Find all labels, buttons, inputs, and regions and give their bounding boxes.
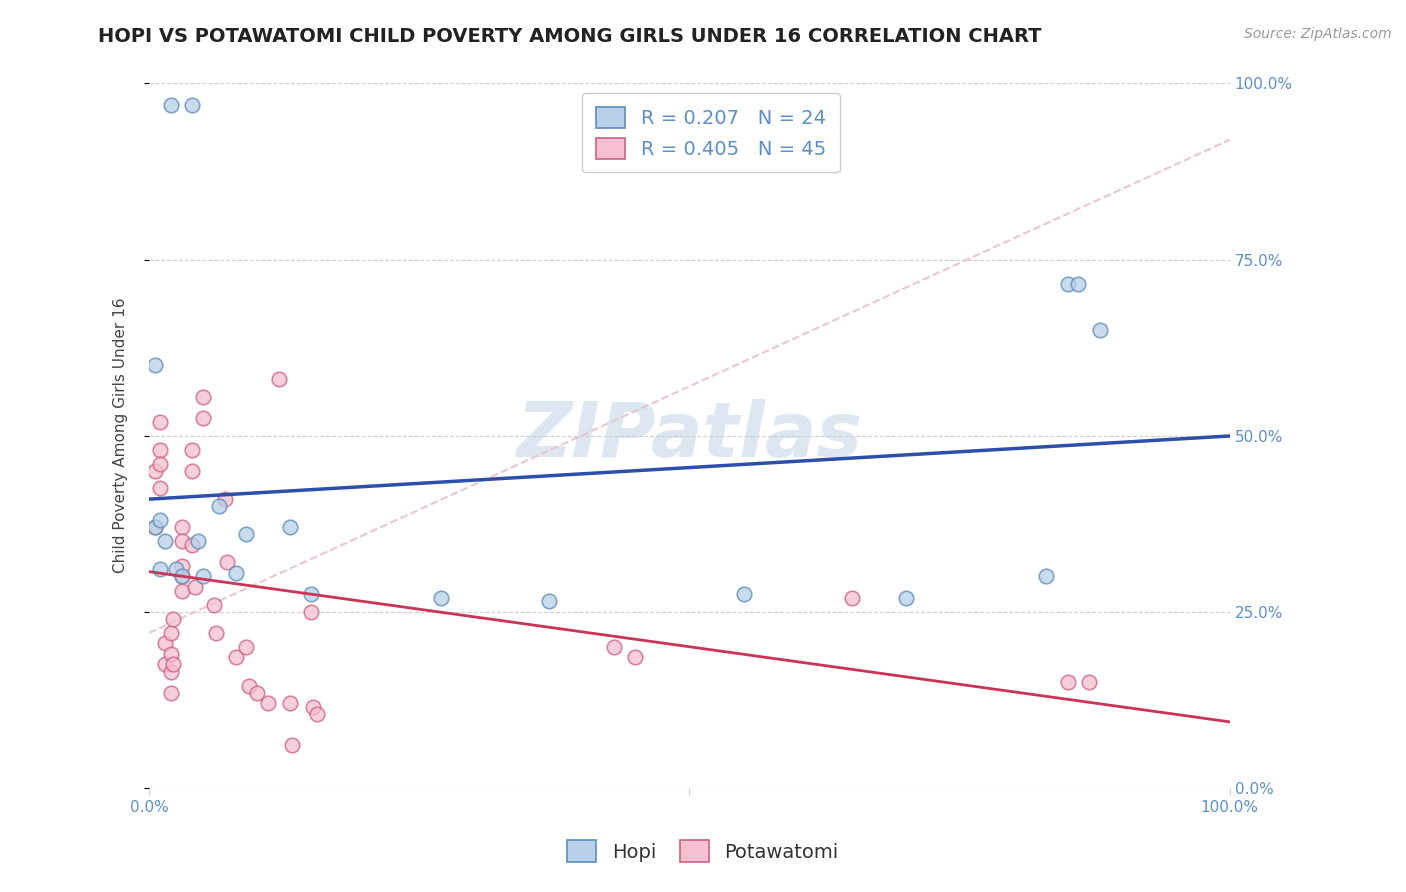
Point: [149, 442, 172, 457]
Point: [193, 569, 215, 583]
Point: [149, 415, 172, 429]
Point: [181, 538, 204, 552]
Y-axis label: Child Poverty Among Girls Under 16: Child Poverty Among Girls Under 16: [114, 298, 128, 574]
Point: [193, 390, 215, 404]
Point: [181, 464, 204, 478]
Point: [1078, 675, 1101, 690]
Point: [143, 520, 166, 534]
Point: [202, 598, 225, 612]
Point: [299, 605, 322, 619]
Point: [162, 657, 184, 672]
Point: [160, 665, 183, 679]
Point: [165, 562, 187, 576]
Point: [170, 569, 193, 583]
Point: [238, 679, 260, 693]
Point: [181, 442, 204, 457]
Point: [841, 591, 863, 605]
Point: [183, 580, 205, 594]
Point: [143, 520, 166, 534]
Point: [205, 625, 228, 640]
Point: [155, 534, 177, 549]
Point: [278, 696, 301, 710]
Point: [160, 686, 183, 700]
Point: [225, 650, 247, 665]
Point: [235, 640, 257, 654]
Text: HOPI VS POTAWATOMI CHILD POVERTY AMONG GIRLS UNDER 16 CORRELATION CHART: HOPI VS POTAWATOMI CHILD POVERTY AMONG G…: [98, 27, 1042, 45]
Point: [430, 591, 453, 605]
Point: [143, 464, 166, 478]
Point: [235, 527, 257, 541]
Point: [305, 706, 328, 721]
Point: [149, 482, 172, 496]
Point: [733, 587, 755, 601]
Point: [299, 587, 322, 601]
Text: Source: ZipAtlas.com: Source: ZipAtlas.com: [1244, 27, 1392, 41]
Legend: R = 0.207   N = 24, R = 0.405   N = 45: R = 0.207 N = 24, R = 0.405 N = 45: [582, 93, 839, 172]
Point: [257, 696, 280, 710]
Point: [193, 411, 215, 425]
Point: [170, 569, 193, 583]
Point: [1088, 323, 1111, 337]
Point: [267, 372, 290, 386]
Point: [603, 640, 626, 654]
Point: [278, 520, 301, 534]
Point: [170, 558, 193, 573]
Point: [225, 566, 247, 580]
Point: [624, 650, 647, 665]
Point: [155, 636, 177, 650]
Point: [894, 591, 917, 605]
Point: [170, 534, 193, 549]
Point: [143, 358, 166, 372]
Point: [149, 562, 172, 576]
Point: [149, 513, 172, 527]
Point: [302, 699, 325, 714]
Text: ZIPatlas: ZIPatlas: [516, 399, 862, 473]
Point: [214, 491, 236, 506]
Point: [170, 520, 193, 534]
Point: [1067, 277, 1090, 292]
Point: [149, 457, 172, 471]
Legend: Hopi, Potawatomi: Hopi, Potawatomi: [555, 829, 851, 873]
Point: [155, 657, 177, 672]
Point: [281, 739, 304, 753]
Point: [215, 555, 238, 569]
Point: [160, 97, 183, 112]
Point: [1035, 569, 1057, 583]
Point: [162, 612, 184, 626]
Point: [1056, 675, 1078, 690]
Point: [170, 583, 193, 598]
Point: [1056, 277, 1078, 292]
Point: [160, 625, 183, 640]
Point: [160, 647, 183, 661]
Point: [537, 594, 560, 608]
Point: [187, 534, 209, 549]
Point: [208, 499, 231, 513]
Point: [181, 97, 204, 112]
Point: [246, 686, 269, 700]
